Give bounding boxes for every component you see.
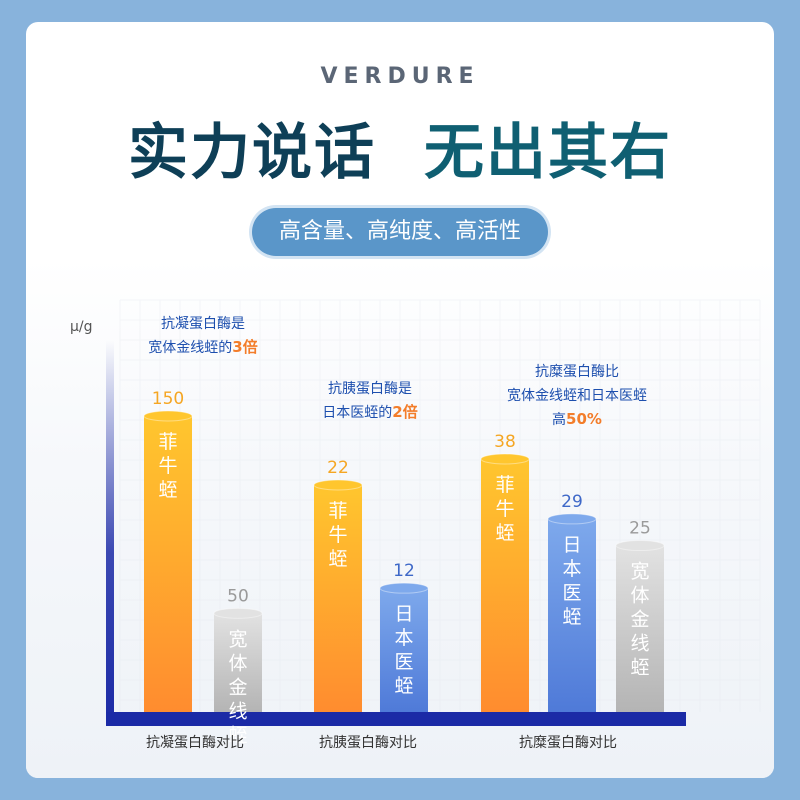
annotation-g2-line-1: 抗胰蛋白酶是	[328, 381, 412, 397]
poster-card: VERDURE 实力说话 无出其右 高含量、高纯度、高活性	[26, 22, 774, 778]
annotation-g3-line-1: 抗糜蛋白酶比	[535, 363, 619, 380]
annotation-g3-line-3: 高50%	[552, 410, 602, 428]
bar-riben-yizhi-g3	[548, 518, 596, 712]
bar-top-kuanti-jinxianzhi-g3	[615, 540, 665, 552]
bar-feiniuzhi-g2	[314, 485, 362, 712]
bar-kuanti-jinxianzhi-g1	[214, 613, 262, 712]
bar-top-feiniuzhi-g3	[480, 453, 530, 465]
bar-name-feiniuzhi-g2: 菲	[328, 500, 347, 522]
annotation-g1-text: 宽体金线蛭的	[148, 339, 232, 356]
bar-top-kuanti-jinxianzhi-g1	[213, 607, 263, 619]
annotation-g1-text: 3倍	[232, 338, 257, 356]
bar-name-kuanti-jinxianzhi-g1: 线	[228, 700, 247, 722]
annotation-g3-text: 高	[552, 411, 566, 428]
annotation-g2-text: 抗胰蛋白酶是	[328, 381, 412, 397]
bar-name-riben-yizhi-g2: 医	[394, 651, 413, 673]
category-label-g1: 抗凝蛋白酶对比	[146, 735, 244, 751]
bar-name-kuanti-jinxianzhi-g3: 宽	[630, 561, 649, 583]
annotation-g2-line-2: 日本医蛭的2倍	[322, 403, 417, 421]
bar-name-feiniuzhi-g3: 牛	[495, 498, 514, 520]
headline-part-2: 无出其右	[424, 118, 672, 188]
bar-name-riben-yizhi-g3: 医	[562, 582, 581, 604]
x-axis	[106, 712, 686, 726]
bar-name-kuanti-jinxianzhi-g1: 金	[228, 676, 247, 698]
data-label-feiniuzhi-g1: 150	[152, 389, 184, 409]
bar-name-feiniuzhi-g1: 蛭	[158, 479, 177, 501]
data-label-kuanti-jinxianzhi-g3: 25	[629, 519, 651, 539]
data-label-riben-yizhi-g2: 12	[393, 561, 415, 581]
annotation-g3-text: 宽体金线蛭和日本医蛭	[507, 387, 647, 404]
bar-name-kuanti-jinxianzhi-g1: 蛭	[228, 724, 247, 746]
annotation-g3-text: 抗糜蛋白酶比	[535, 363, 619, 380]
bar-feiniuzhi-g1	[144, 416, 192, 712]
annotation-g3-line-2: 宽体金线蛭和日本医蛭	[507, 387, 647, 404]
annotation-g1-line-2: 宽体金线蛭的3倍	[148, 338, 257, 356]
data-label-kuanti-jinxianzhi-g1: 50	[227, 586, 249, 606]
bar-name-riben-yizhi-g2: 蛭	[394, 675, 413, 697]
data-label-feiniuzhi-g2: 22	[327, 458, 349, 478]
headline: 实力说话 无出其右	[26, 104, 774, 191]
bar-name-kuanti-jinxianzhi-g3: 体	[630, 585, 649, 607]
bar-top-feiniuzhi-g2	[313, 479, 363, 491]
annotation-g3-text: 50%	[566, 410, 602, 428]
bar-name-riben-yizhi-g3: 日	[562, 534, 581, 556]
tagline-pill: 高含量、高纯度、高活性	[252, 208, 548, 256]
annotation-g1-line-1: 抗凝蛋白酶是	[161, 316, 245, 332]
bar-name-feiniuzhi-g3: 菲	[495, 474, 514, 496]
bar-name-riben-yizhi-g2: 本	[394, 627, 413, 649]
bar-name-kuanti-jinxianzhi-g1: 宽	[228, 628, 247, 650]
bar-name-kuanti-jinxianzhi-g3: 金	[630, 609, 649, 631]
bar-name-feiniuzhi-g2: 蛭	[328, 548, 347, 570]
bar-name-riben-yizhi-g3: 本	[562, 558, 581, 580]
bar-name-feiniuzhi-g1: 牛	[158, 455, 177, 477]
data-label-feiniuzhi-g3: 38	[494, 432, 516, 452]
bar-name-feiniuzhi-g2: 牛	[328, 524, 347, 546]
bar-name-kuanti-jinxianzhi-g1: 体	[228, 652, 247, 674]
bar-kuanti-jinxianzhi-g3	[616, 545, 664, 712]
bar-top-riben-yizhi-g3	[547, 513, 597, 525]
bar-top-feiniuzhi-g1	[143, 410, 193, 422]
headline-part-1: 实力说话	[128, 118, 376, 188]
bar-feiniuzhi-g3	[481, 459, 529, 712]
brand-logo: VERDURE	[320, 64, 480, 89]
annotation-g1-text: 抗凝蛋白酶是	[161, 316, 245, 332]
annotation-g2-text: 日本医蛭的	[322, 405, 392, 421]
bar-top-riben-yizhi-g2	[379, 582, 429, 594]
data-label-riben-yizhi-g3: 29	[561, 492, 583, 512]
bar-name-kuanti-jinxianzhi-g3: 线	[630, 633, 649, 655]
bar-name-riben-yizhi-g2: 日	[394, 603, 413, 625]
y-axis-label: μ/g	[70, 319, 93, 335]
category-label-g2: 抗胰蛋白酶对比	[319, 735, 417, 751]
category-label-g3: 抗糜蛋白酶对比	[519, 734, 617, 751]
y-axis	[106, 340, 114, 726]
annotation-g2-text: 2倍	[392, 403, 417, 421]
bar-riben-yizhi-g2	[380, 588, 428, 712]
bar-name-feiniuzhi-g1: 菲	[158, 431, 177, 453]
bar-name-feiniuzhi-g3: 蛭	[495, 522, 514, 544]
bar-name-kuanti-jinxianzhi-g3: 蛭	[630, 657, 649, 679]
bar-name-riben-yizhi-g3: 蛭	[562, 606, 581, 628]
